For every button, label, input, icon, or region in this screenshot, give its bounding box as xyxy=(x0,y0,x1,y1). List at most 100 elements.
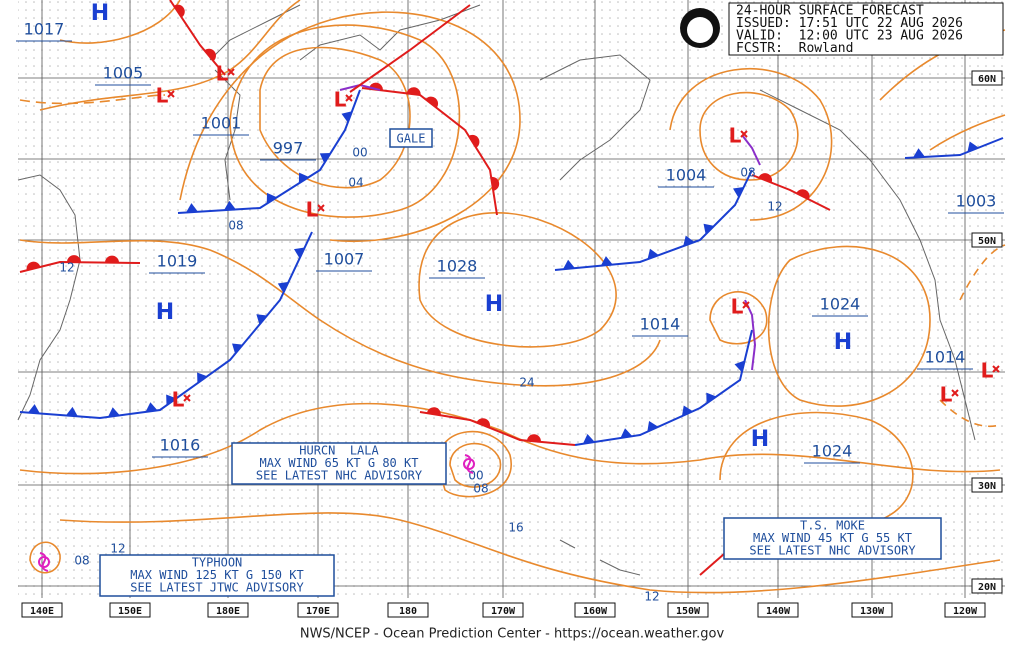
storm-name: TYPHOON xyxy=(192,556,243,570)
cold-front xyxy=(904,137,1004,159)
low-center: L xyxy=(334,88,347,112)
footer: NWS/NCEP - Ocean Prediction Center - htt… xyxy=(300,627,725,642)
lon-label: 130W xyxy=(860,606,885,617)
lon-label: 170E xyxy=(306,606,330,617)
front-semicircle xyxy=(758,173,773,183)
low-cross xyxy=(183,394,191,402)
front-triangle xyxy=(166,394,177,406)
front-triangle xyxy=(277,281,289,293)
front-triangle xyxy=(27,404,40,414)
storm-box xyxy=(231,442,447,485)
header-title: 24-HOUR SURFACE FORECAST xyxy=(736,4,924,19)
front-triangle xyxy=(967,141,979,153)
lon-label-box xyxy=(482,602,524,618)
front-semicircle xyxy=(426,407,441,416)
storm-box xyxy=(723,517,942,560)
front-semicircle xyxy=(468,134,480,148)
pressure-label: 997 xyxy=(273,139,304,158)
lon-label-box xyxy=(757,602,799,618)
low-center: L xyxy=(172,388,185,412)
low-cross xyxy=(167,90,175,98)
lon-label: 150W xyxy=(676,606,701,617)
low-cross xyxy=(740,130,748,138)
occluded-front xyxy=(741,134,761,166)
front-triangle xyxy=(703,223,715,235)
lon-label-box xyxy=(207,602,249,618)
front-triangle xyxy=(733,187,744,198)
front-semicircle xyxy=(491,176,500,191)
isobar-label: 16 xyxy=(508,521,523,535)
front-triangle xyxy=(223,200,236,211)
fronts xyxy=(19,0,1004,576)
high-center: H xyxy=(834,330,852,355)
low-center: L xyxy=(729,124,742,148)
header-forecaster: FCSTR: Rowland xyxy=(736,41,853,56)
pressure-label: 1016 xyxy=(160,436,201,455)
front-triangle xyxy=(647,421,659,432)
lon-label: 160W xyxy=(583,606,608,617)
lon-label-box xyxy=(667,602,709,618)
lon-label-box xyxy=(297,602,339,618)
low-cross xyxy=(227,68,235,76)
low-center: L xyxy=(306,198,319,222)
lon-label: 150E xyxy=(118,606,142,617)
front-triangle xyxy=(562,259,575,270)
gale-box xyxy=(389,128,433,148)
high-center: H xyxy=(751,427,769,452)
gale-label: GALE xyxy=(397,132,426,146)
isobar-label: 12 xyxy=(59,261,74,275)
front-triangle xyxy=(620,428,633,439)
labels: 140E 150E 180E 170E 180 170W 160W 150W 140W 130W 1… xyxy=(16,1,1004,618)
storm-advisory: SEE LATEST JTWC ADVISORY xyxy=(130,581,304,595)
tropical-cyclone-symbol xyxy=(463,454,476,474)
front-semicircle xyxy=(796,189,810,200)
pressure-label: 1024 xyxy=(820,295,861,314)
front-triangle xyxy=(683,235,695,247)
pressure-label: 1017 xyxy=(24,20,65,39)
low-cross xyxy=(317,204,325,212)
lon-label: 120W xyxy=(953,606,978,617)
lat-label-box xyxy=(971,232,1003,248)
lon-label: 170W xyxy=(491,606,516,617)
lon-label-box xyxy=(574,602,616,618)
cold-front xyxy=(177,89,361,214)
isobar-label: 08 xyxy=(473,482,488,496)
lon-label-box xyxy=(109,602,151,618)
graticule xyxy=(18,0,1005,598)
lat-label-box xyxy=(971,477,1003,493)
front-semicircle xyxy=(104,255,119,263)
front-triangle xyxy=(600,256,613,266)
high-center: H xyxy=(91,1,109,26)
low-center: L xyxy=(731,295,744,319)
storm-advisory: SEE LATEST NHC ADVISORY xyxy=(749,544,916,558)
front-triangle xyxy=(912,148,925,158)
low-cross xyxy=(345,94,353,102)
lat-label: 50N xyxy=(978,236,996,247)
lon-label: 180E xyxy=(216,606,240,617)
isobar-label: 08 xyxy=(74,554,89,568)
high-center: H xyxy=(485,292,503,317)
isobar-label: 00 xyxy=(352,146,367,160)
front-triangle xyxy=(185,203,198,213)
front-triangle xyxy=(647,248,659,260)
front-triangle xyxy=(341,111,353,123)
front-semicircle xyxy=(526,434,541,442)
lon-label-box xyxy=(21,602,63,618)
front-semicircle xyxy=(204,48,216,62)
pressure-label: 1003 xyxy=(956,192,997,211)
front-triangle xyxy=(232,343,243,354)
front-triangle xyxy=(197,372,208,384)
front-semicircle xyxy=(26,261,41,271)
lat-label: 20N xyxy=(978,582,996,593)
isobar-label: 12 xyxy=(767,200,782,214)
front-triangle xyxy=(319,153,331,164)
front-triangle xyxy=(107,407,120,417)
front-triangle xyxy=(65,406,78,417)
lon-label: 140E xyxy=(30,606,54,617)
lon-label: 180 xyxy=(399,606,417,617)
tropical-cyclone-symbol xyxy=(38,552,51,572)
noaa-logo-inner xyxy=(687,17,713,43)
pressure-label: 1014 xyxy=(925,348,966,367)
low-cross xyxy=(742,301,750,309)
low-center: L xyxy=(981,359,994,383)
